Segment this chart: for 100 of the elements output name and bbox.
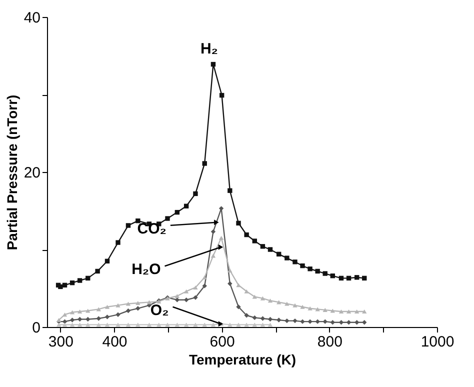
point [308,306,312,310]
point [70,310,75,314]
point [292,260,298,264]
point [228,268,232,272]
point [236,304,241,310]
point [70,322,75,327]
point [260,296,266,300]
point [202,161,207,166]
point [308,319,312,324]
point [300,304,305,309]
point [292,318,298,324]
point [77,316,82,322]
point [146,300,152,304]
point [174,294,180,298]
annotation: O₂ [150,302,169,319]
annotation: H₂ [200,40,218,58]
point [362,320,367,325]
point [136,218,140,224]
point [346,276,352,281]
point [338,276,344,281]
point [252,294,257,299]
point [346,320,352,325]
point [362,309,367,314]
point [276,252,282,256]
point [58,284,63,290]
point [116,303,120,308]
point [315,268,320,274]
point [260,244,266,249]
point [126,322,131,327]
point [193,285,198,290]
point [116,312,120,317]
point [284,318,290,324]
point [276,318,282,322]
x-axis-title: Temperature (K) [188,352,296,368]
annotation: H₂O [132,261,162,278]
point [77,309,82,314]
point [252,315,257,320]
x-tick-label: 400 [102,334,128,350]
point [354,320,360,325]
y-tick-label: 20 [24,164,40,182]
point [70,280,75,286]
point [268,316,273,322]
point [362,276,367,281]
point [210,229,216,234]
point [284,302,290,306]
x-tick-label: 600 [210,334,235,350]
point [219,92,224,98]
point [210,254,216,258]
x-tick-label: 1000 [420,334,454,350]
point [126,223,131,228]
point [260,322,266,327]
point [104,314,110,320]
point [86,308,90,313]
point [346,309,352,314]
point [218,236,224,240]
point [165,216,170,221]
point [252,238,257,244]
point [300,319,305,324]
annotation: CO₂ [137,220,166,238]
point [193,191,198,196]
point [136,300,140,306]
point [354,275,360,280]
point [86,316,90,322]
point [354,309,360,314]
x-tick-label: 800 [317,334,342,350]
point [62,282,68,288]
point [70,318,75,322]
point [193,295,198,300]
y-axis-title: Partial Pressure (nTorr) [4,94,20,250]
point [202,275,207,280]
point [322,319,328,324]
point [104,304,110,309]
point [268,322,273,327]
point [95,268,100,274]
point [193,322,198,327]
point [104,258,110,264]
point [330,308,335,313]
point [104,322,110,327]
point [244,313,249,318]
point [96,316,101,321]
point [126,302,131,306]
y-tick-label: 0 [32,320,40,336]
point [136,306,140,311]
point [315,319,320,324]
point [284,256,290,260]
point [244,289,249,294]
point [338,309,344,314]
point [174,210,180,215]
point [228,188,232,193]
point [330,320,335,325]
point [228,281,232,286]
point [202,284,207,288]
point [322,308,328,312]
point [146,322,152,327]
point [210,322,216,327]
point [77,322,82,327]
point [322,271,328,276]
point [330,274,335,278]
point [260,316,266,321]
point [268,298,273,303]
